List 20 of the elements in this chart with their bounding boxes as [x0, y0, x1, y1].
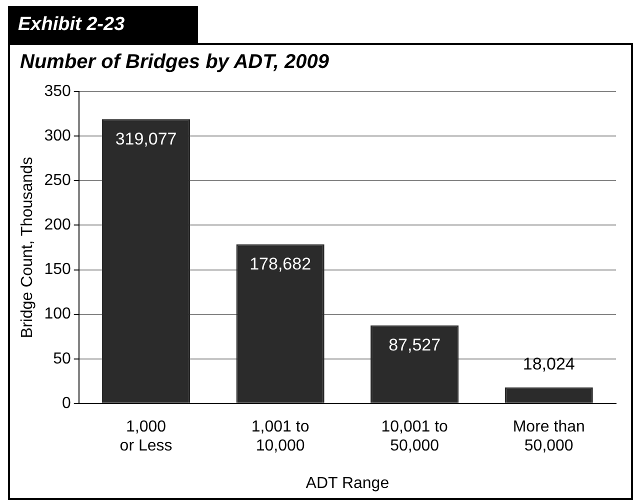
y-tick-label: 150 — [44, 261, 71, 278]
x-tick-label: More than 50,000 — [512, 418, 585, 455]
annotation: 18,024 — [522, 354, 575, 374]
annotation: 319,077 — [115, 129, 177, 148]
x-axis-title: ADT Range — [306, 474, 390, 492]
y-tick-label: 100 — [44, 306, 71, 323]
y-tick-label: 350 — [44, 83, 71, 100]
y-tick-label: 200 — [44, 216, 71, 234]
x-tick-label: 1,000 or Less — [120, 418, 172, 455]
x-tick-label: 1,001 to 10,000 — [251, 418, 310, 455]
annotation: 178,682 — [250, 254, 312, 274]
y-tick-label: 0 — [62, 394, 71, 412]
y-tick-label: 50 — [53, 350, 71, 368]
y-tick-label: 250 — [44, 172, 71, 190]
chart-title: Number of Bridges by ADT, 2009 — [20, 51, 329, 74]
x-tick-label: 10,001 to 50,000 — [381, 418, 448, 455]
annotation: 87,527 — [388, 336, 441, 355]
y-axis-title: Bridge Count, Thousands — [19, 156, 36, 338]
y-tick-label: 300 — [44, 128, 71, 145]
text: Exhibit 2-23 — [8, 6, 198, 43]
